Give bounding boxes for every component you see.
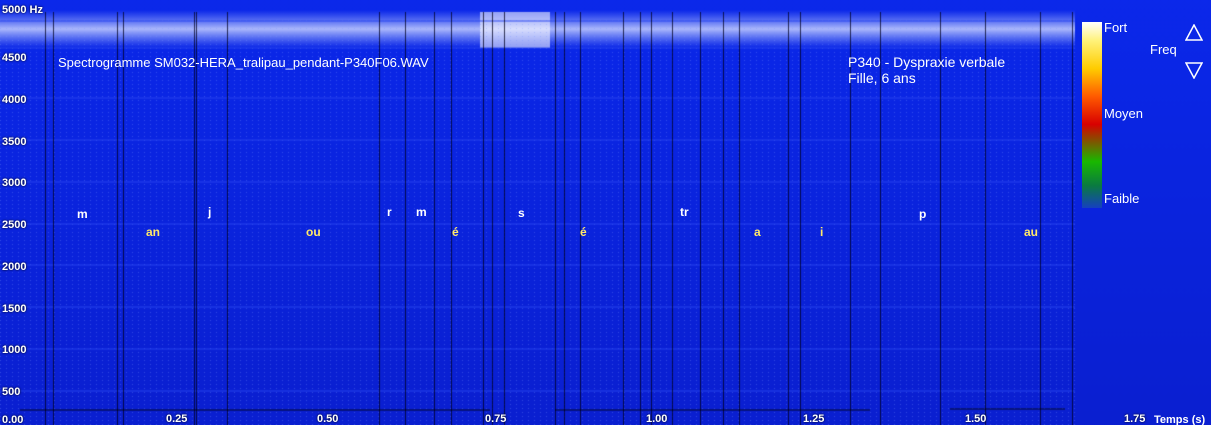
y-tick-4500: 4500	[2, 52, 27, 64]
phoneme-label: m	[77, 207, 88, 221]
x-tick-150: 1.50	[965, 413, 987, 425]
y-tick-3500: 3500	[2, 136, 27, 148]
y-tick-0: 0.00	[2, 414, 24, 425]
legend-mid-label: Moyen	[1104, 106, 1144, 121]
phoneme-label: j	[208, 205, 212, 219]
phoneme-label: é	[452, 225, 459, 239]
x-tick-100: 1.00	[646, 413, 668, 425]
y-tick-1000: 1000	[2, 344, 27, 356]
spectrogram-title: Spectrogramme SM032-HERA_tralipau_pendan…	[58, 55, 429, 70]
legend-high-label: Fort	[1104, 20, 1128, 35]
legend-low-label: Faible	[1104, 191, 1140, 206]
phoneme-label: tr	[680, 205, 689, 219]
x-tick-075: 0.75	[485, 413, 507, 425]
phoneme-label: ou	[306, 225, 321, 239]
x-tick-175: 1.75	[1124, 413, 1146, 425]
y-tick-2500: 2500	[2, 219, 27, 231]
patient-info: P340 - Dyspraxie verbale Fille, 6 ans	[848, 54, 1005, 86]
phoneme-label: s	[518, 206, 525, 220]
phoneme-label: au	[1024, 225, 1039, 239]
phoneme-label: i	[820, 225, 824, 239]
x-tick-125: 1.25	[803, 413, 825, 425]
intensity-colorbar	[1082, 22, 1102, 208]
phoneme-label: a	[754, 225, 761, 239]
y-tick-2000: 2000	[2, 261, 27, 273]
y-tick-500: 500	[2, 386, 21, 398]
y-tick-1500: 1500	[2, 303, 27, 315]
y-tick-5000: 5000 Hz	[2, 4, 43, 16]
y-tick-3000: 3000	[2, 177, 27, 189]
patient-diagnosis: P340 - Dyspraxie verbale	[848, 54, 1006, 70]
freq-label: Freq	[1150, 42, 1177, 57]
x-tick-025: 0.25	[166, 413, 188, 425]
phoneme-label: an	[146, 225, 161, 239]
phoneme-label: p	[919, 207, 927, 221]
triangle-up-icon[interactable]	[1185, 24, 1203, 42]
patient-age: Fille, 6 ans	[848, 70, 916, 86]
x-axis-unit: Temps (s)	[1154, 414, 1206, 425]
phoneme-label: m	[416, 205, 427, 219]
triangle-down-icon[interactable]	[1185, 61, 1203, 79]
phoneme-label: r	[387, 205, 392, 219]
y-tick-4000: 4000	[2, 94, 27, 106]
phoneme-label: é	[580, 225, 587, 239]
x-tick-050: 0.50	[317, 413, 339, 425]
